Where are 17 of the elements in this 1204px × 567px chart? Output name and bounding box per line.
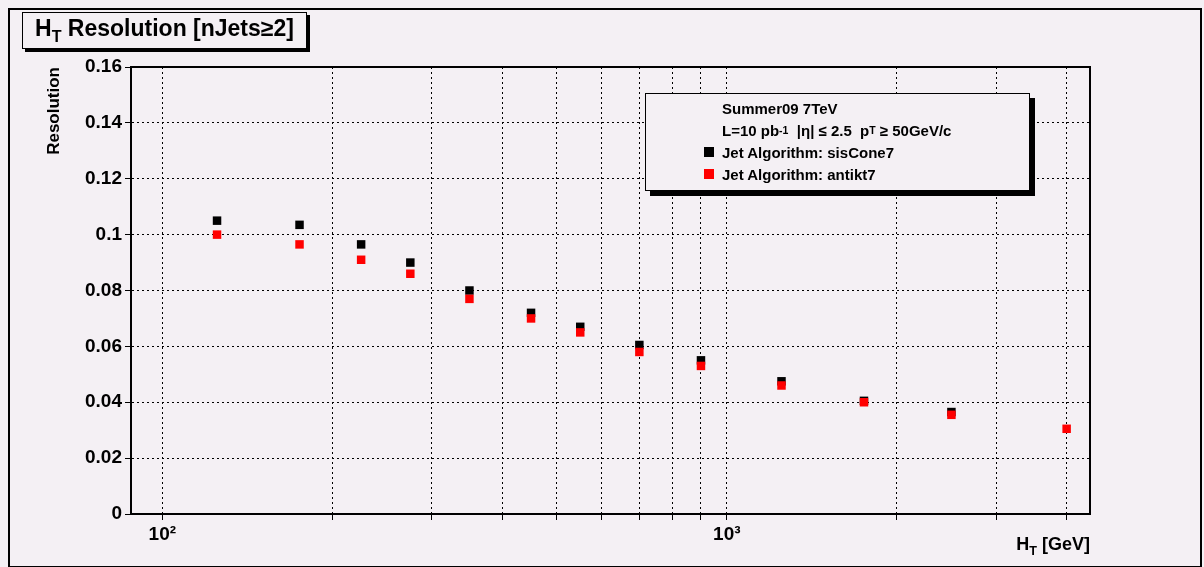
- y-tick-label: 0.06: [85, 334, 122, 356]
- y-tick-label: 0.12: [85, 166, 122, 188]
- y-tick-label: 0.02: [85, 446, 122, 468]
- x-tick-label: 10³: [713, 522, 741, 544]
- legend-label: Jet Algorithm: sisCone7: [722, 143, 894, 161]
- x-axis-title: H$_{T}$ [GeV]: [1016, 534, 1090, 558]
- y-tick-label: 0.04: [85, 390, 123, 412]
- y-tick-label: 0.1: [95, 222, 123, 244]
- y-axis-title: Resolution: [44, 67, 64, 155]
- y-tick-label: 0.08: [85, 278, 122, 300]
- legend-title: Summer09 7TeV: [722, 98, 839, 119]
- legend-label: Jet Algorithm: antikt7: [722, 165, 876, 183]
- chart-title: H$_{T}$ Resolution [nJets≥2]: [22, 12, 307, 49]
- y-tick-label: 0.14: [85, 111, 123, 133]
- y-tick-label: 0.16: [85, 55, 122, 77]
- x-tick-label: 10²: [148, 522, 177, 544]
- y-tick-label: 0: [111, 502, 122, 524]
